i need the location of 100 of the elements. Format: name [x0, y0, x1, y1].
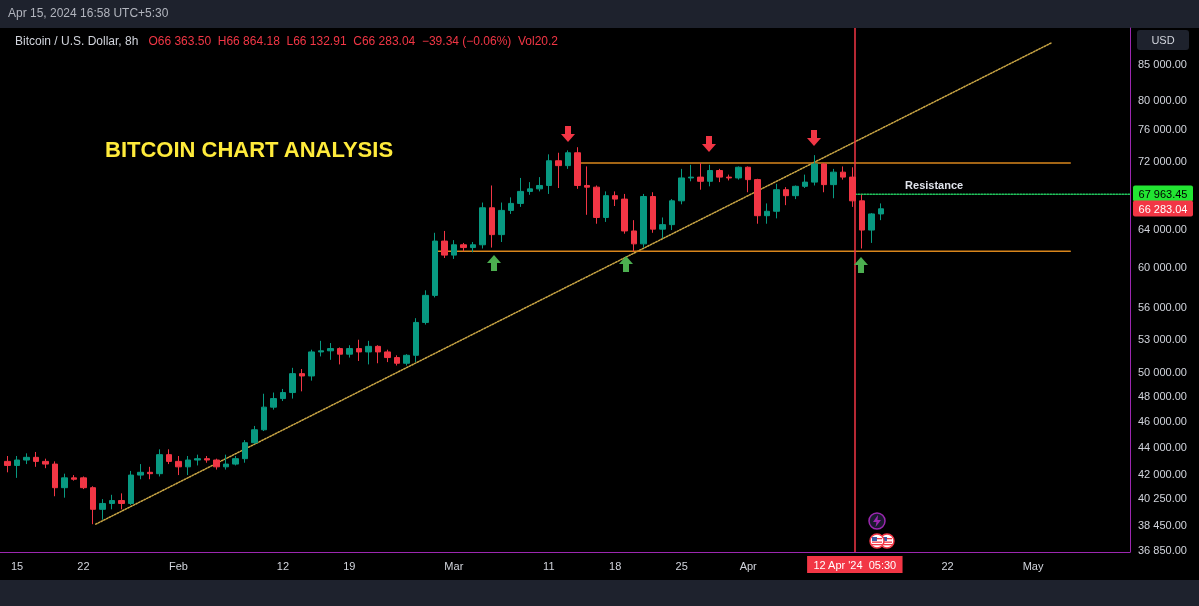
candlestick [735, 165, 742, 181]
candlestick [346, 344, 353, 359]
candlestick [365, 340, 372, 365]
candlestick [707, 164, 713, 187]
candlestick [508, 196, 514, 215]
candlestick [318, 340, 324, 357]
candlestick [128, 470, 134, 506]
candlestick [156, 448, 163, 477]
candlestick [261, 393, 267, 432]
candlestick [631, 219, 637, 252]
y-axis-title: USD [1151, 34, 1175, 46]
text: Apr 15, 2024 16:58 UTC+5:30 [8, 6, 169, 20]
y-tick-label: 36 850.00 [1138, 543, 1187, 556]
candlestick [650, 191, 656, 234]
y-tick-label: 44 000.00 [1138, 440, 1187, 453]
candlestick [612, 190, 618, 207]
y-tick-label: 72 000.00 [1138, 154, 1187, 167]
candlestick [697, 162, 704, 191]
candlestick [745, 165, 751, 193]
y-tick-label: 76 000.00 [1138, 123, 1187, 136]
y-tick-label: 50 000.00 [1138, 366, 1187, 379]
annotation: Resistance [905, 178, 964, 191]
candlestick [640, 193, 647, 249]
y-tick-label: 46 000.00 [1138, 414, 1187, 427]
candlestick [726, 174, 732, 181]
candlestick [4, 455, 11, 473]
x-tick-label: May [1022, 559, 1044, 572]
candlestick [593, 184, 600, 225]
candlestick [337, 346, 343, 365]
text: 67 963.45 [1138, 187, 1188, 200]
candlestick [821, 162, 827, 193]
y-tick-label: 85 000.00 [1138, 58, 1187, 71]
candlestick [204, 455, 210, 464]
candlestick [546, 153, 552, 195]
x-tick-label: 11 [543, 559, 555, 572]
candlestick [213, 458, 220, 471]
y-tick-label: 60 000.00 [1138, 260, 1187, 273]
candlestick [280, 388, 286, 402]
candlestick [327, 342, 334, 361]
candlestick [118, 492, 125, 510]
candlestick [479, 202, 486, 250]
candlestick [185, 455, 191, 476]
candlestick [33, 451, 39, 468]
candlestick [517, 177, 524, 208]
candlestick [451, 239, 457, 260]
candlestick [754, 178, 761, 225]
candlestick [308, 349, 315, 382]
y-tick-label: 38 450.00 [1138, 518, 1187, 531]
candlestick [251, 425, 258, 445]
candlestick [99, 498, 106, 521]
candlestick [716, 168, 723, 183]
candlestick [223, 454, 229, 471]
candlestick [432, 232, 438, 298]
candlestick [878, 202, 884, 221]
candlestick [659, 216, 666, 239]
candlestick [413, 317, 419, 363]
candlestick [868, 212, 875, 244]
candlestick [137, 463, 144, 480]
candlestick [830, 168, 837, 199]
x-tick-label: 22 [77, 559, 90, 572]
candlestick [23, 452, 30, 465]
candlestick [460, 242, 467, 252]
candlestick [536, 176, 543, 192]
candlestick [42, 458, 49, 469]
candlestick [859, 194, 865, 250]
y-tick-label: 40 250.00 [1138, 492, 1187, 505]
candlestick [840, 165, 846, 181]
y-tick-label: 53 000.00 [1138, 332, 1187, 345]
candlestick [773, 183, 780, 219]
candlestick [299, 368, 305, 392]
ref-line-label: 12 Apr '24 05:30 [813, 558, 897, 571]
text: O66 363.50 H66 864.18 L66 132.91 C66 283.04 −39.34 (−0.06%) Vol20.2 [148, 34, 559, 48]
candlestick [678, 168, 685, 205]
candlestick [441, 230, 448, 259]
candlestick [688, 164, 694, 182]
candlestick [109, 494, 115, 510]
y-tick-label: 42 000.00 [1138, 467, 1187, 480]
candlestick [489, 184, 495, 249]
x-tick-label: Mar [444, 559, 464, 572]
candlestick [783, 186, 789, 206]
candlestick [764, 202, 770, 225]
candlestick [802, 174, 808, 189]
candlestick [356, 339, 362, 362]
text: Bitcoin / U.S. Dollar, 8h [15, 34, 139, 48]
candlestick [394, 354, 400, 367]
candlestick [90, 485, 96, 525]
y-tick-label: 64 000.00 [1138, 223, 1187, 236]
candlestick [811, 154, 818, 186]
candlestick [166, 448, 172, 465]
x-tick-label: 18 [609, 559, 622, 572]
candlestick [792, 184, 799, 200]
candlestick [555, 152, 562, 189]
candlestick [80, 475, 87, 490]
candlestick [175, 455, 182, 476]
candlestick [52, 460, 58, 497]
x-tick-label: Apr [739, 559, 758, 572]
y-tick-label: 48 000.00 [1138, 390, 1187, 403]
candlestick [384, 349, 391, 363]
candlestick [61, 473, 68, 499]
candlestick [584, 165, 590, 216]
